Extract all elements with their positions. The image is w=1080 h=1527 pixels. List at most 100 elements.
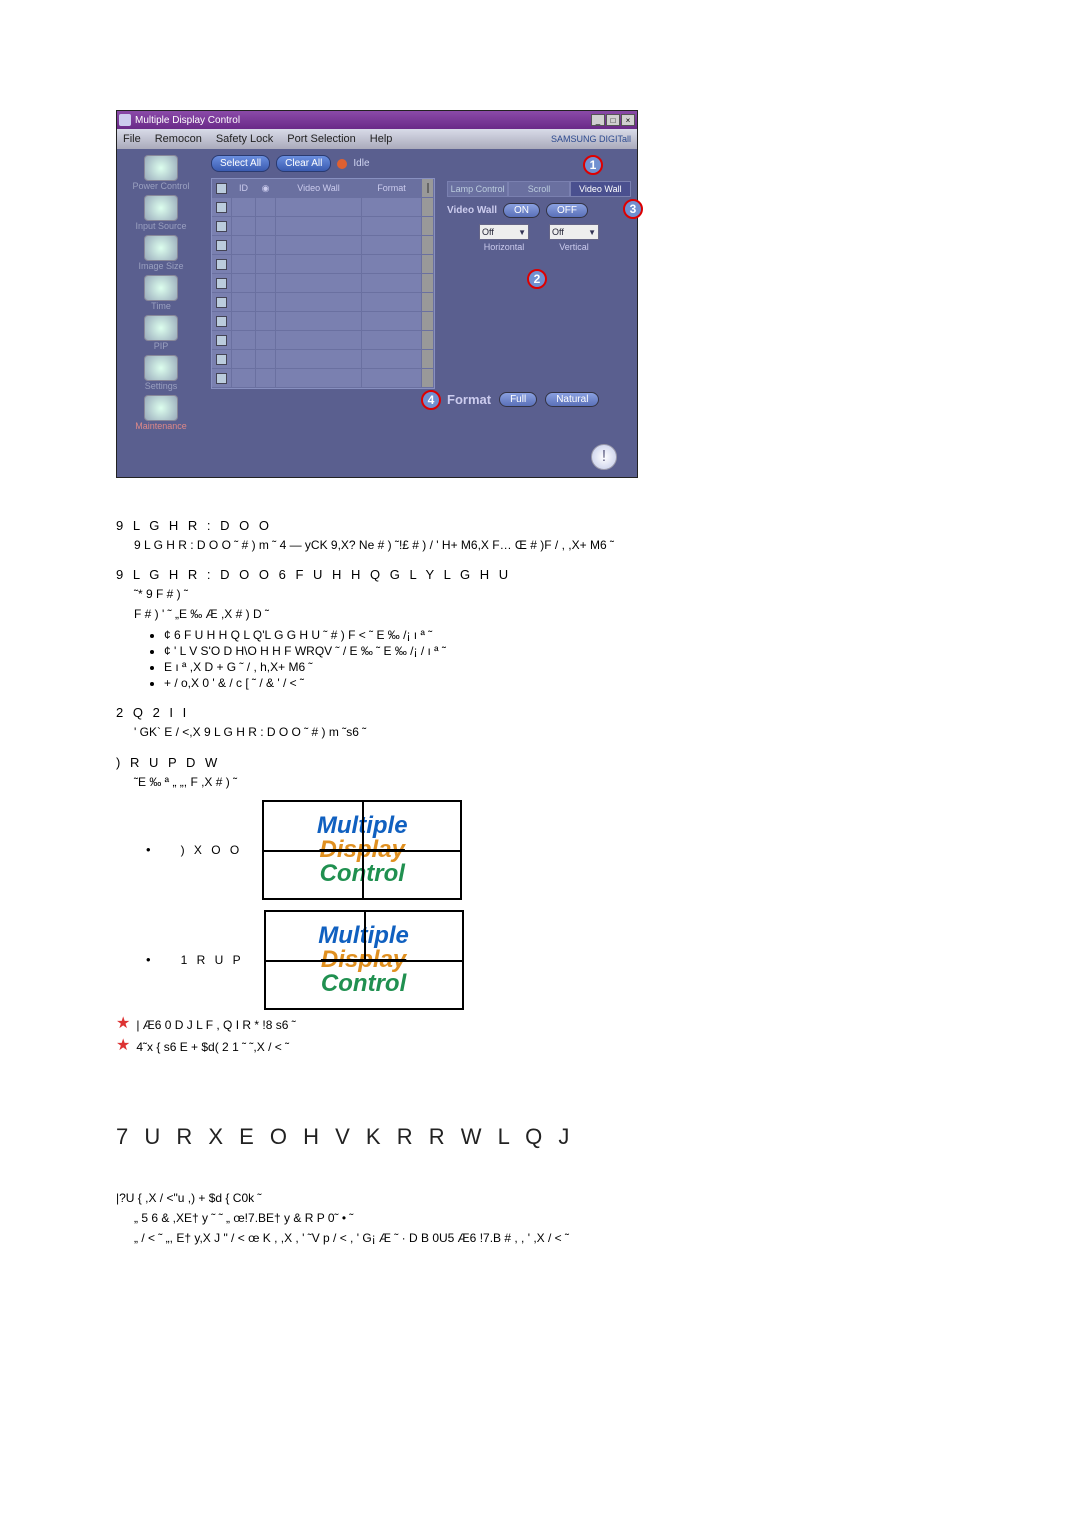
normal-grid: Multiple Display Control xyxy=(264,910,464,1010)
document-body: 9 L G H R : D O O 9 L G H R : D O O ˜ # … xyxy=(116,518,964,1246)
row-id xyxy=(232,198,256,216)
list-item: ¢ 6 F U H H Q L Q'L G G H U ˜ # ) F < ˜ … xyxy=(164,627,964,643)
sidebar-item-pip[interactable]: PIP xyxy=(144,315,178,351)
bullet-list: ¢ 6 F U H H Q L Q'L G G H U ˜ # ) F < ˜ … xyxy=(164,627,964,692)
table-row[interactable] xyxy=(212,198,434,217)
close-button[interactable]: × xyxy=(621,114,635,126)
maintenance-icon xyxy=(144,395,178,421)
table-row[interactable] xyxy=(212,274,434,293)
info-icon[interactable]: ! xyxy=(591,444,617,470)
row-format xyxy=(362,236,422,254)
table-row[interactable] xyxy=(212,312,434,331)
row-checkbox[interactable] xyxy=(216,240,227,251)
row-checkbox[interactable] xyxy=(216,335,227,346)
scrollbar-track[interactable] xyxy=(422,331,434,349)
scroll-up-icon[interactable] xyxy=(427,183,429,193)
table-row[interactable] xyxy=(212,255,434,274)
full-button[interactable]: Full xyxy=(499,392,537,407)
row-video-wall xyxy=(276,312,362,330)
row-checkbox[interactable] xyxy=(216,373,227,384)
row-checkbox[interactable] xyxy=(216,297,227,308)
on-button[interactable]: ON xyxy=(503,203,540,218)
sidebar-item-power[interactable]: Power Control xyxy=(132,155,189,191)
scrollbar-track[interactable] xyxy=(422,274,434,292)
row-checkbox[interactable] xyxy=(216,354,227,365)
callout-3: 3 xyxy=(623,199,643,219)
toolbar: Select All Clear All Idle xyxy=(211,155,435,172)
center-panel: Select All Clear All Idle ID ◉ Video Wal… xyxy=(205,149,441,437)
note-line: ★ 4˜x { s6 E + $d( 2 1 ˜ ˜,X / < ˜ xyxy=(116,1040,964,1054)
scrollbar-track[interactable] xyxy=(422,369,434,387)
scrollbar-track[interactable] xyxy=(422,198,434,216)
star-icon: ★ xyxy=(116,1018,130,1030)
row-format xyxy=(362,217,422,235)
row-status xyxy=(256,198,276,216)
sidebar-item-settings[interactable]: Settings xyxy=(144,355,178,391)
tab-lamp[interactable]: Lamp Control xyxy=(447,181,508,197)
hv-row: Off ▼ Horizontal Off ▼ Vertical xyxy=(447,224,631,252)
row-id xyxy=(232,293,256,311)
scrollbar-track[interactable] xyxy=(422,255,434,273)
scrollbar-track[interactable] xyxy=(422,312,434,330)
minimize-button[interactable]: _ xyxy=(591,114,605,126)
tab-video-wall[interactable]: Video Wall xyxy=(570,181,631,197)
list-item: + / o,X 0 ' & / c [ ˜ / & ' / < ˜ xyxy=(164,675,964,691)
table-row[interactable] xyxy=(212,350,434,369)
menu-remocon[interactable]: Remocon xyxy=(155,133,202,145)
full-illustration: • ) X O O Multiple Display Control xyxy=(146,800,964,900)
scrollbar-track[interactable] xyxy=(422,293,434,311)
header-checkbox[interactable] xyxy=(216,183,227,194)
table-row[interactable] xyxy=(212,369,434,388)
clear-all-button[interactable]: Clear All xyxy=(276,155,331,172)
row-format xyxy=(362,255,422,273)
vertical-select[interactable]: Off ▼ xyxy=(549,224,599,240)
row-checkbox[interactable] xyxy=(216,202,227,213)
scrollbar-track[interactable] xyxy=(422,217,434,235)
image-size-icon xyxy=(144,235,178,261)
row-checkbox[interactable] xyxy=(216,221,227,232)
section-heading: 9 L G H R : D O O 6 F U H H Q G L Y L G … xyxy=(116,567,964,582)
table-row[interactable] xyxy=(212,331,434,350)
row-id xyxy=(232,369,256,387)
row-id xyxy=(232,274,256,292)
row-status xyxy=(256,350,276,368)
sidebar-item-time[interactable]: Time xyxy=(144,275,178,311)
row-format xyxy=(362,293,422,311)
power-icon xyxy=(144,155,178,181)
row-video-wall xyxy=(276,369,362,387)
pip-icon xyxy=(144,315,178,341)
section-body: ˜* 9 F # ) ˜ xyxy=(134,586,964,602)
menu-help[interactable]: Help xyxy=(370,133,393,145)
chevron-down-icon: ▼ xyxy=(588,228,596,237)
tab-scroll[interactable]: Scroll xyxy=(508,181,569,197)
menu-port-selection[interactable]: Port Selection xyxy=(287,133,355,145)
menu-safety-lock[interactable]: Safety Lock xyxy=(216,133,273,145)
row-format xyxy=(362,198,422,216)
row-checkbox[interactable] xyxy=(216,259,227,270)
trouble-body: |?U { ,X / <"u ,) + $d { C0k ˜ xyxy=(116,1190,964,1206)
scrollbar-track[interactable] xyxy=(422,350,434,368)
footer: ! xyxy=(117,437,637,477)
sidebar-item-input[interactable]: Input Source xyxy=(135,195,186,231)
mdc-control: Control xyxy=(321,970,406,997)
natural-button[interactable]: Natural xyxy=(545,392,599,407)
normal-illustration: • 1 R U P Multiple Display Control xyxy=(146,910,964,1010)
row-checkbox[interactable] xyxy=(216,316,227,327)
table-row[interactable] xyxy=(212,293,434,312)
sidebar-item-image-size[interactable]: Image Size xyxy=(138,235,183,271)
off-button[interactable]: OFF xyxy=(546,203,588,218)
horizontal-select[interactable]: Off ▼ xyxy=(479,224,529,240)
sidebar-item-maintenance[interactable]: Maintenance xyxy=(135,395,187,431)
header-video-wall: Video Wall xyxy=(276,179,362,197)
select-all-button[interactable]: Select All xyxy=(211,155,270,172)
scrollbar-track[interactable] xyxy=(422,236,434,254)
table-row[interactable] xyxy=(212,236,434,255)
header-id: ID xyxy=(232,179,256,197)
row-format xyxy=(362,369,422,387)
table-row[interactable] xyxy=(212,217,434,236)
maximize-button[interactable]: □ xyxy=(606,114,620,126)
menu-file[interactable]: File xyxy=(123,133,141,145)
row-checkbox[interactable] xyxy=(216,278,227,289)
sidebar-label: Input Source xyxy=(135,221,186,231)
header-format: Format xyxy=(362,179,422,197)
